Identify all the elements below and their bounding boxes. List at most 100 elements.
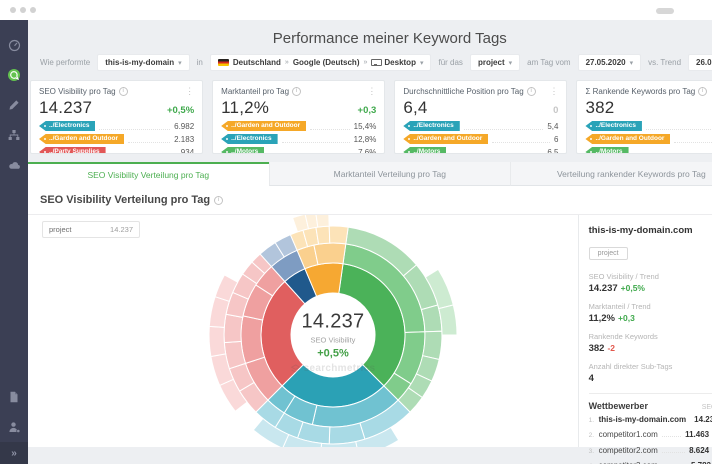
chart-legend-chip[interactable]: project 14.237 — [42, 221, 140, 238]
dotted-leader — [310, 122, 350, 131]
tag-chip[interactable]: ../Electronics — [585, 120, 642, 132]
competitors-metric-label: SEO Visibility — [701, 404, 712, 411]
tag-chip[interactable]: ../Electronics — [221, 133, 278, 145]
sunburst-segment[interactable] — [328, 225, 349, 245]
gauge-icon — [8, 39, 20, 51]
window-control-dot[interactable] — [10, 7, 16, 13]
kebab-menu-icon[interactable] — [367, 87, 376, 96]
legend-chip-label: project — [49, 225, 72, 234]
kpi-tag-row: ../Motors 6,5 — [403, 146, 559, 154]
kebab-menu-icon[interactable] — [549, 87, 558, 96]
market-select[interactable]: Deutschland » Google (Deutsch) » Desktop — [209, 54, 432, 71]
toolbar-label: Wie performte — [40, 58, 91, 67]
tag-chip[interactable]: ../Party Supplies — [39, 146, 106, 153]
sunburst-segment[interactable] — [208, 325, 227, 358]
sunburst-segment[interactable] — [313, 242, 347, 266]
tab-3[interactable]: Verteilung rankender Keywords pro Tag — [510, 162, 712, 186]
tag-chip[interactable]: ../Motors — [221, 146, 265, 153]
dotted-leader — [463, 122, 544, 131]
tag-chip[interactable]: ../Garden and Outdoor — [39, 133, 124, 145]
window-control-dot[interactable] — [20, 7, 26, 13]
toolbar-label: am Tag vom — [527, 58, 571, 67]
tag-chip[interactable]: ../Garden and Outdoor — [403, 133, 489, 145]
date-from-select[interactable]: 27.05.2020 — [577, 54, 642, 71]
tag-chip[interactable]: ../Motors — [403, 146, 447, 153]
metric-label: Marktanteil / Trend — [588, 302, 651, 311]
info-icon[interactable] — [214, 195, 224, 205]
sidebar-item-reports[interactable] — [0, 382, 28, 412]
info-icon[interactable] — [698, 86, 708, 96]
tag-chip[interactable]: ../Motors — [585, 146, 629, 153]
sidebar-expand-button[interactable]: » — [0, 442, 28, 464]
kpi-tag-row: ../Motors 7,6% — [221, 146, 376, 153]
details-metric: Anzahl direkter Sub-Tags 4 — [589, 362, 712, 384]
info-icon[interactable] — [292, 86, 302, 96]
info-icon[interactable] — [526, 86, 536, 96]
competitor-rank: 2. — [588, 432, 595, 440]
tag-chip[interactable]: ../Garden and Outdoor — [585, 133, 671, 145]
sidebar-item-edit[interactable] — [0, 90, 28, 120]
sidebar-item-account-settings[interactable] — [0, 412, 28, 442]
market-device: Desktop — [384, 58, 416, 67]
sunburst-segment[interactable] — [223, 313, 244, 344]
tag-value: 6,5 — [547, 147, 559, 154]
window-control-dot[interactable] — [30, 7, 36, 13]
kebab-menu-icon[interactable] — [185, 87, 194, 96]
details-domain: this-is-my-domain.com — [588, 225, 693, 236]
toolbar-label: für das — [438, 58, 463, 67]
competitor-rank: 3. — [588, 447, 595, 455]
seo-suite-icon — [8, 69, 20, 81]
sunburst-segment[interactable] — [252, 417, 290, 448]
project-select[interactable]: project — [469, 54, 521, 71]
chevron-down-icon — [178, 58, 182, 67]
sunburst-chart[interactable] — [28, 215, 537, 447]
domain-select[interactable]: this-is-my-domain — [97, 54, 190, 71]
kpi-cards-row: SEO Visibility pro Tag 14.237 +0,5% ../Elec… — [30, 80, 712, 154]
details-metrics: SEO Visibility / Trend 14.237 +0,5% Marktan… — [589, 272, 712, 384]
sunburst-segment[interactable] — [240, 315, 266, 365]
tag-value: 15,4% — [353, 121, 377, 131]
dotted-leader — [492, 135, 551, 144]
date-from-value: 27.05.2020 — [585, 58, 626, 67]
details-metric: SEO Visibility / Trend 14.237 +0,5% — [589, 272, 712, 294]
kpi-card-title: Durchschnittliche Position pro Tag — [403, 86, 524, 96]
sunburst-segment[interactable] — [315, 225, 331, 245]
dotted-leader — [645, 122, 712, 131]
sidebar-item-cloud[interactable] — [0, 150, 28, 180]
sidebar-item-seo-active[interactable] — [0, 60, 28, 90]
tab-1[interactable]: SEO Visibility Verteilung pro Tag — [28, 162, 269, 186]
sunburst-segment[interactable] — [315, 215, 330, 228]
sidebar-item-sitemap[interactable] — [0, 120, 28, 150]
details-project-chip[interactable]: project — [588, 247, 628, 260]
germany-flag-icon — [217, 59, 229, 66]
kpi-tag-row: ../Garden and Outdoor 6 — [403, 133, 558, 145]
sunburst-segment[interactable] — [214, 274, 239, 302]
sunburst-segment[interactable] — [320, 441, 359, 447]
tag-chip[interactable]: ../Garden and Outdoor — [221, 120, 307, 132]
kpi-card: SEO Visibility pro Tag 14.237 +0,5% ../Elec… — [30, 80, 204, 154]
domain-select-value: this-is-my-domain — [105, 58, 175, 67]
sunburst-segment[interactable] — [438, 304, 458, 336]
market-country: Deutschland — [232, 58, 281, 67]
sidebar-item-dashboard[interactable] — [0, 30, 28, 60]
kpi-tag-row: ../Motors76 — [585, 146, 712, 153]
tag-chip[interactable]: ../Electronics — [39, 120, 96, 132]
tag-chip[interactable]: ../Electronics — [403, 120, 460, 132]
details-metric: Rankende Keywords 382 -2 — [589, 332, 712, 354]
main-content: Performance meiner Keyword Tags Wie perf… — [28, 20, 712, 464]
chevron-down-icon — [630, 58, 634, 67]
kpi-trend: +0,3 — [357, 105, 377, 116]
competitor-row[interactable]: 4.competitor3.com5.782-3,8% — [589, 458, 712, 464]
kpi-value: 14.237 — [39, 98, 93, 117]
document-icon — [10, 391, 18, 403]
date-trend-select[interactable]: 26.05.2020 — [688, 54, 712, 71]
dotted-leader — [281, 135, 350, 144]
kpi-tag-row: ../Garden and Outdoor99 — [585, 133, 712, 145]
info-icon[interactable] — [118, 86, 128, 96]
tab-2[interactable]: Marktanteil Verteilung pro Tag — [268, 162, 511, 186]
sunburst-segment[interactable] — [422, 330, 443, 361]
toolbar-label: in — [196, 58, 203, 67]
